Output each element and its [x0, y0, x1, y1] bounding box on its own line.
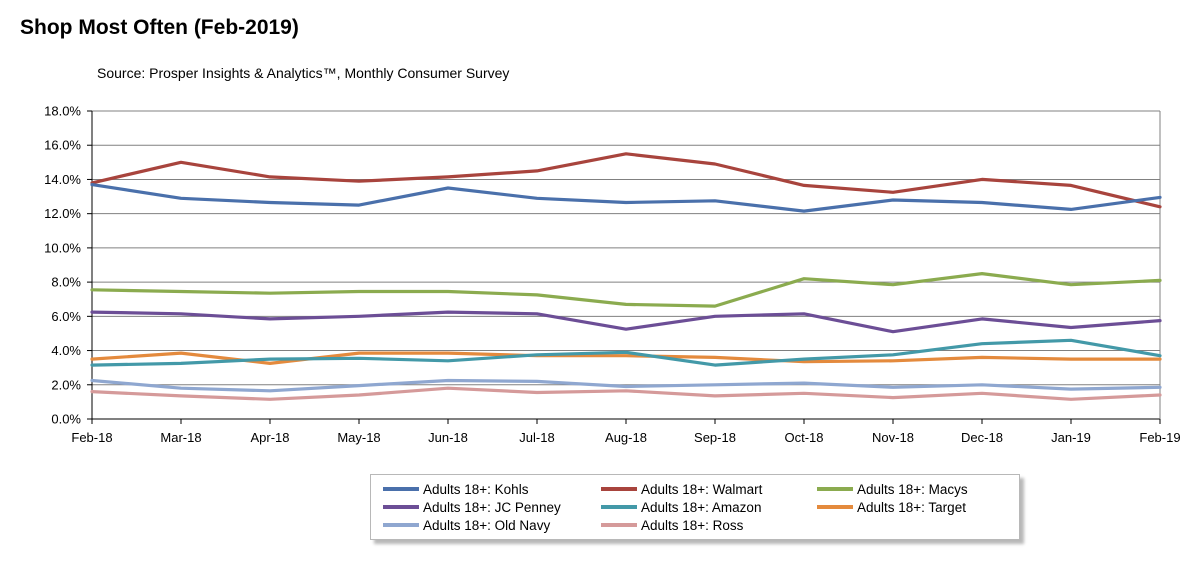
x-tick-label: Jan-19 [1051, 430, 1091, 445]
series-lines [90, 152, 1162, 401]
gridlines [92, 110, 1160, 420]
legend-swatch [817, 505, 853, 509]
legend-label: Adults 18+: Kohls [423, 481, 529, 497]
legend-item-ross: Adults 18+: Ross [601, 515, 743, 535]
y-tick-label: 4.0% [51, 343, 81, 358]
legend-swatch [383, 505, 419, 509]
y-tick-label: 6.0% [51, 309, 81, 324]
x-tick-label: Mar-18 [160, 430, 201, 445]
x-tick-label: Feb-18 [71, 430, 112, 445]
legend-swatch [817, 487, 853, 491]
x-tick-label: May-18 [337, 430, 380, 445]
legend-label: Adults 18+: Ross [641, 517, 744, 533]
x-tick-label: Sep-18 [694, 430, 736, 445]
x-tick-label: Oct-18 [784, 430, 823, 445]
legend-swatch [601, 487, 637, 491]
x-tick-label: Apr-18 [250, 430, 289, 445]
x-tick-label: Feb-19 [1139, 430, 1180, 445]
y-tick-label: 14.0% [44, 172, 81, 187]
y-tick-labels: 0.0% 2.0% 4.0% 6.0% 8.0% 10.0% 12.0% 14.0% 16.0%… [44, 104, 81, 427]
y-tick-label: 10.0% [44, 240, 81, 255]
legend-label: Adults 18+: Walmart [641, 481, 763, 497]
chart-title: Shop Most Often (Feb-2019) [20, 16, 299, 39]
chart-subtitle: Source: Prosper Insights & Analytics™, M… [97, 65, 510, 81]
y-tick-label: 16.0% [44, 138, 81, 153]
legend-swatch [383, 487, 419, 491]
x-tick-label: Jul-18 [519, 430, 554, 445]
legend-label: Adults 18+: Macys [857, 481, 968, 497]
legend-item-target: Adults 18+: Target [817, 497, 966, 517]
x-tick-label: Aug-18 [605, 430, 647, 445]
series-line-walmart [90, 152, 1162, 209]
series-line-jc-penney [90, 310, 1162, 334]
legend-item-old-navy: Adults 18+: Old Navy [383, 515, 550, 535]
legend-item-jc-penney: Adults 18+: JC Penney [383, 497, 561, 517]
y-tick-label: 18.0% [44, 104, 81, 119]
legend-swatch [601, 505, 637, 509]
series-line-target [90, 351, 1162, 365]
legend-label: Adults 18+: Target [857, 499, 966, 515]
x-tick-labels: Feb-18 Mar-18 Apr-18 May-18 Jun-18 Jul-18 Aug-… [71, 430, 1180, 445]
legend-swatch [601, 523, 637, 527]
series-line-old-navy [90, 378, 1162, 393]
series-line-kohls [90, 183, 1162, 213]
x-tick-label: Nov-18 [872, 430, 914, 445]
y-tick-label: 2.0% [51, 377, 81, 392]
series-line-macys [90, 272, 1162, 308]
legend-swatch [383, 523, 419, 527]
x-tick-label: Jun-18 [428, 430, 468, 445]
x-tick-label: Dec-18 [961, 430, 1003, 445]
axes [87, 110, 1161, 424]
legend-item-walmart: Adults 18+: Walmart [601, 479, 762, 499]
chart-legend: Adults 18+: Kohls Adults 18+: Walmart Adul… [370, 474, 1020, 540]
legend-item-kohls: Adults 18+: Kohls [383, 479, 528, 499]
legend-label: Adults 18+: Old Navy [423, 517, 551, 533]
series-line-ross [90, 386, 1162, 401]
legend-item-amazon: Adults 18+: Amazon [601, 497, 761, 517]
legend-label: Adults 18+: Amazon [641, 499, 762, 515]
y-tick-label: 8.0% [51, 275, 81, 290]
legend-item-macys: Adults 18+: Macys [817, 479, 968, 499]
y-tick-label: 0.0% [51, 412, 81, 427]
y-tick-label: 12.0% [44, 206, 81, 221]
legend-label: Adults 18+: JC Penney [423, 499, 561, 515]
series-line-amazon [90, 338, 1162, 367]
